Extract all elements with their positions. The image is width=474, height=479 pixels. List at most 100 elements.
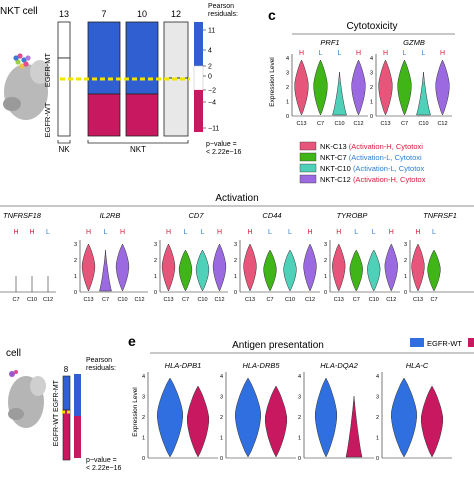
cytotoxicity-ylabel: Expression Level (269, 57, 276, 107)
mosaic-bottom: 8 EGFR-MT EGFR-WT Pearson residuals: p−v… (53, 357, 122, 472)
umap2-cloud-lower (8, 408, 24, 420)
cytotoxicity-violin (416, 71, 431, 116)
mosaic-count-10: 10 (137, 9, 147, 19)
cytotoxicity-category: C12 (437, 121, 447, 127)
cytotoxicity-violin (435, 59, 450, 116)
activation-tag: H (29, 229, 34, 236)
mosaic-top: EGFR-MT EGFR-WT 13 7 10 12 NK NKT Pearso… (43, 3, 242, 156)
activation-tag: L (354, 229, 358, 236)
activation-tag: H (166, 229, 171, 236)
mosaic2-cell-mt (62, 375, 71, 411)
activation-gene-label: IL2RB (100, 211, 121, 220)
activation-tag: L (432, 229, 436, 236)
mosaic2-colorbar-magenta (74, 416, 81, 458)
umap-highlight-dot (17, 53, 23, 59)
activation-category: C7 (182, 297, 189, 303)
panel-c: c Cytotoxicity Expression Level PRF1 4 3 2 1… (268, 7, 455, 127)
activation-violin (332, 243, 346, 292)
umap-highlight-dot (19, 63, 25, 69)
umap-highlight-dot (15, 59, 21, 65)
mosaic-row-label-mt: EGFR-MT (43, 53, 52, 88)
activation-y-tick: 1 (234, 274, 237, 280)
activation-violin (243, 243, 257, 292)
activation-category: C12 (134, 297, 144, 303)
activation-y-tick: 2 (324, 258, 327, 264)
antigen-violin-mt (345, 395, 363, 458)
activation-category: C7 (102, 297, 109, 303)
antigen-y-tick: 2 (376, 415, 379, 421)
antigen-gene-label: HLA-C (406, 361, 429, 370)
antigen-violin-wt (391, 377, 417, 458)
mosaic-pvalue-2: < 2.22e−16 (206, 149, 242, 156)
activation-tag: L (288, 229, 292, 236)
activation-y-tick: 0 (404, 290, 407, 296)
activation-tag: H (336, 229, 341, 236)
colorbar-tick-label: 4 (208, 48, 212, 55)
cytotoxicity-tag: H (383, 50, 388, 57)
antigen-y-tick: 3 (142, 395, 145, 401)
activation-violin (384, 243, 398, 292)
umap2-cloud-upper (30, 376, 46, 396)
cytotoxicity-category: C10 (418, 121, 428, 127)
activation-y-tick: 2 (234, 258, 237, 264)
antigen-violin-mt (186, 385, 210, 458)
mosaic-count-12: 12 (171, 9, 181, 19)
antigen-violins: HLA-DPB1 4 3 2 1 0 HLA-DRB5 4 3 2 1 0 HLA-DQA2 4 3 2 1 0 H… (142, 361, 452, 462)
cytotoxicity-violin (313, 59, 328, 116)
colorbar-tick-label: 0 (208, 74, 212, 81)
antigen-y-tick: 0 (298, 456, 301, 462)
antigen-y-tick: 3 (220, 395, 223, 401)
cytotoxicity-y-tick: 1 (286, 100, 289, 106)
cytotoxicity-y-tick: 4 (286, 56, 289, 62)
mosaic-bracket-nkt (87, 140, 189, 144)
umap-bottom-label: cell (6, 348, 21, 359)
activation-category: C13 (83, 297, 93, 303)
activation-y-tick: 3 (74, 242, 77, 248)
umap-highlight-dot (13, 55, 19, 61)
activation-y-tick: 3 (324, 242, 327, 248)
activation-violin (263, 249, 277, 292)
colorbar-tick-label: −11 (208, 126, 219, 133)
umap-bottom: cell (6, 348, 46, 428)
cytotoxicity-violin (378, 59, 393, 116)
activation-violin (411, 243, 425, 292)
activation-y-tick: 1 (324, 274, 327, 280)
activation-gene-label: CD44 (262, 211, 281, 220)
umap-highlight-dot (23, 61, 29, 67)
mosaic2-row-label-mt: EGFR-MT (53, 379, 60, 412)
mosaic-cell-13-mt (57, 21, 71, 59)
mosaic2-count: 8 (64, 365, 69, 374)
activation-category: C12 (386, 297, 396, 303)
activation-y-tick: 1 (154, 274, 157, 280)
antigen-y-tick: 0 (220, 456, 223, 462)
mosaic2-legend-title-1: Pearson (86, 357, 112, 364)
antigen-violin-mt (420, 385, 444, 458)
antigen-y-tick: 1 (142, 436, 145, 442)
activation-y-tick: 2 (74, 258, 77, 264)
cytotoxicity-tag: L (338, 50, 342, 57)
activation-tag: L (104, 229, 108, 236)
umap-cloud-upper (30, 60, 50, 84)
activation-violin (283, 249, 297, 292)
legend-c-swatch (299, 152, 317, 162)
mosaic-bracket-nk (57, 140, 71, 144)
legend-c-label: NKT-C7 (Activation-L, Cytotoxi (320, 153, 422, 162)
cytotoxicity-y-tick: 3 (286, 71, 289, 77)
antigen-ylabel: Expression Level (132, 387, 139, 437)
mosaic2-row-label-wt: EGFR-WT (53, 413, 60, 446)
activation-y-tick: 1 (74, 274, 77, 280)
mosaic-cell-7-wt (87, 93, 121, 137)
umap-top-label: NKT cell (0, 6, 38, 17)
antigen-y-tick: 2 (142, 415, 145, 421)
cytotoxicity-category: C13 (380, 121, 390, 127)
mosaic-cell-13-wt (57, 57, 71, 137)
activation-category: C12 (214, 297, 224, 303)
activation-tag: H (389, 229, 394, 236)
cytotoxicity-y-tick: 2 (370, 85, 373, 91)
cytotoxicity-y-tick: 0 (370, 114, 373, 120)
activation-violin (303, 243, 317, 292)
mosaic-cell-10-mt (125, 21, 159, 95)
mosaic-cell-7-mt (87, 21, 121, 95)
cytotoxicity-category: C7 (317, 121, 324, 127)
mosaic-legend-title-2: residuals: (208, 11, 238, 18)
